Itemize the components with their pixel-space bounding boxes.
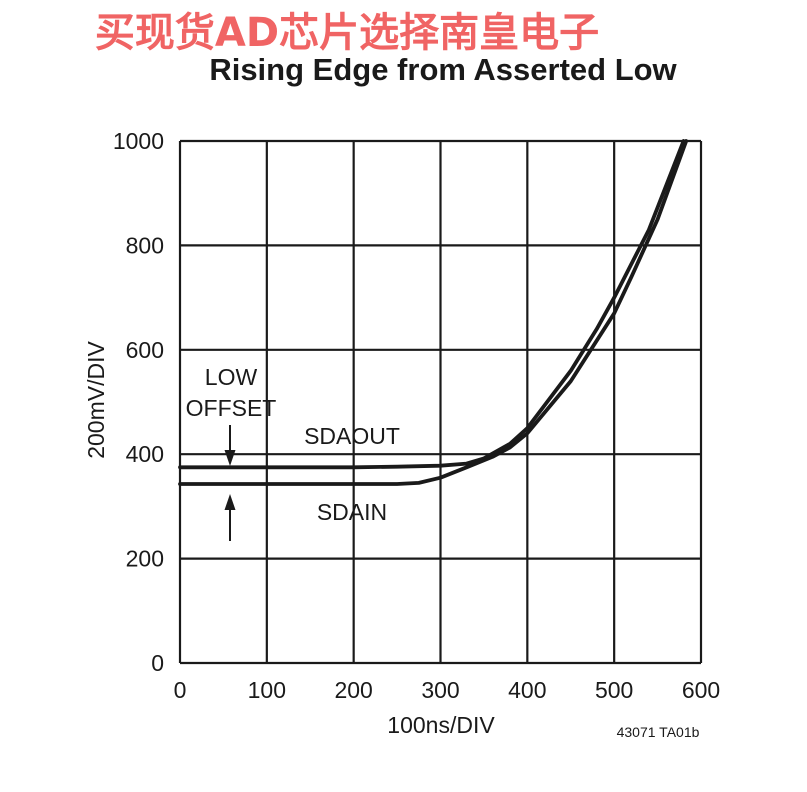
- x-tick-label: 0: [174, 677, 187, 703]
- series-line-sdain: [178, 139, 689, 486]
- x-tick-label: 300: [421, 677, 459, 703]
- low-offset-label-line2: OFFSET: [186, 395, 277, 421]
- series-line-sdaout: [178, 139, 686, 470]
- x-tick-label: 600: [682, 677, 720, 703]
- sdain-label: SDAIN: [317, 499, 387, 525]
- y-tick-label: 400: [126, 441, 164, 467]
- y-tick-label: 800: [126, 232, 164, 258]
- watermark-text: 买现货AD芯片选择南皇电子: [95, 10, 599, 56]
- x-tick-label: 500: [595, 677, 633, 703]
- y-tick-label: 600: [126, 337, 164, 363]
- offset-arrow-up-head: [224, 494, 236, 510]
- y-axis-label: 200mV/DIV: [83, 341, 109, 459]
- x-tick-label: 100: [248, 677, 286, 703]
- y-tick-label: 200: [126, 546, 164, 572]
- series-layer: [178, 139, 689, 486]
- y-tick-label: 1000: [113, 128, 164, 154]
- x-tick-label: 400: [508, 677, 546, 703]
- x-axis-ticks: 0 100 200 300 400 500 600: [174, 677, 721, 703]
- x-tick-label: 200: [334, 677, 372, 703]
- offset-arrow-down-head: [224, 450, 236, 466]
- x-axis-label: 100ns/DIV: [387, 712, 495, 738]
- y-tick-label: 0: [151, 650, 164, 676]
- y-axis-ticks: 0 200 400 600 800 1000: [113, 128, 164, 676]
- plot-grid: [178, 139, 703, 665]
- chart-title: Rising Edge from Asserted Low: [209, 52, 677, 87]
- sdaout-label: SDAOUT: [304, 423, 400, 449]
- part-code: 43071 TA01b: [617, 724, 700, 740]
- low-offset-label-line1: LOW: [205, 364, 258, 390]
